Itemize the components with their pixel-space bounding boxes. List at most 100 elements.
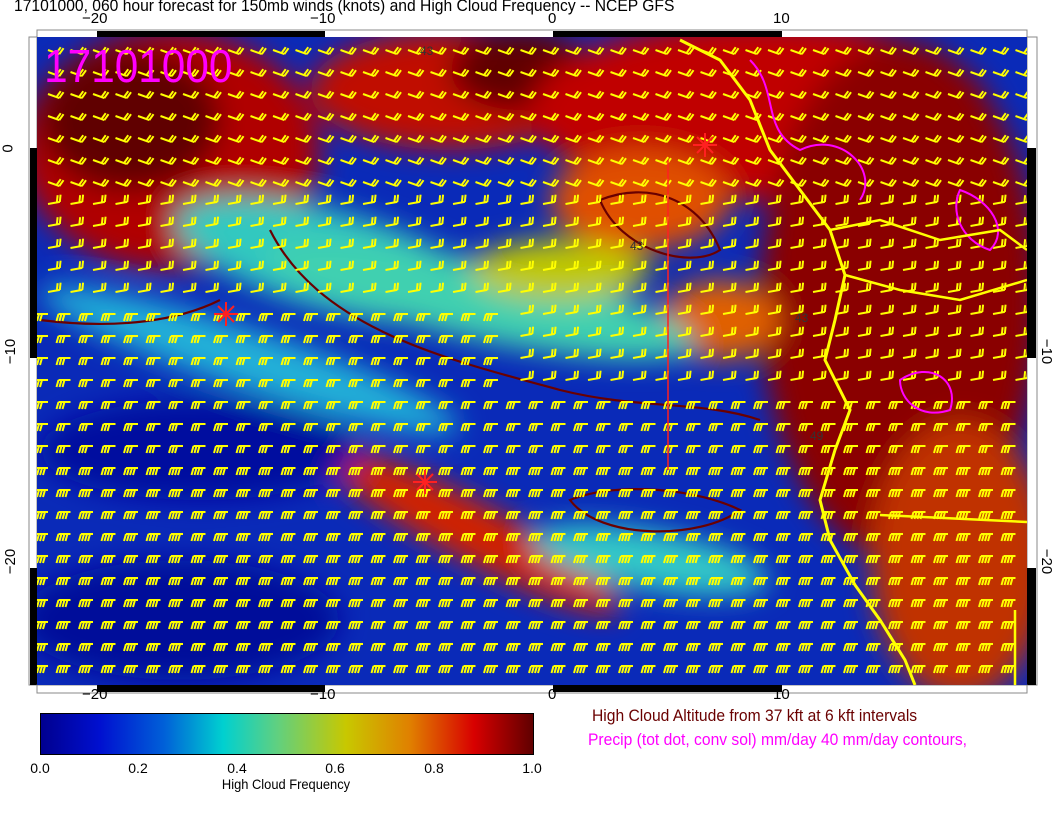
wind-barb [37, 643, 48, 652]
wind-barb [955, 423, 971, 432]
wind-barb [640, 577, 656, 586]
wind-barb [295, 68, 312, 78]
wind-barb [925, 68, 942, 78]
wind-barb [955, 445, 971, 454]
wind-barb [798, 489, 813, 498]
wind-barb [790, 68, 807, 78]
wind-barb [123, 621, 138, 630]
wind-barb [730, 621, 746, 630]
wind-barb [587, 238, 602, 249]
wind-barb [730, 555, 746, 564]
wind-barb [393, 577, 408, 586]
wind-barb [190, 401, 206, 410]
wind-barb [902, 134, 920, 144]
wind-barb [835, 134, 852, 144]
wind-barb [992, 370, 1007, 381]
wind-barb [880, 238, 895, 249]
wind-barb [280, 555, 296, 564]
wind-barb [235, 467, 251, 476]
wind-barb [753, 555, 768, 564]
wind-barb [92, 46, 110, 56]
wind-barb [235, 533, 251, 542]
wind-barb [325, 379, 341, 388]
wind-barb [182, 156, 200, 166]
wind-barb [978, 489, 993, 498]
wind-barb [55, 599, 71, 608]
wind-barb [452, 194, 467, 205]
wind-barb [160, 216, 175, 227]
wind-barb [587, 304, 602, 315]
wind-barb [92, 178, 110, 188]
wind-barb [610, 370, 625, 381]
wind-barb [438, 313, 453, 322]
wind-barb [78, 313, 93, 322]
wind-barb [100, 423, 116, 432]
wind-barb [798, 665, 813, 674]
wind-barb [587, 282, 602, 293]
wind-barb [475, 282, 490, 293]
wind-barb [303, 445, 318, 454]
wind-barb [767, 304, 782, 315]
wind-barb [235, 445, 251, 454]
wind-barb [393, 313, 408, 322]
wind-barb [452, 156, 470, 166]
wind-barb [168, 401, 183, 410]
wind-barb [497, 282, 512, 293]
wind-barb [790, 326, 805, 337]
wind-barb [1000, 643, 1016, 652]
wind-barb [880, 348, 895, 359]
wind-barb [880, 178, 897, 188]
wind-barb [520, 68, 537, 78]
wind-barb [205, 216, 220, 227]
wind-barb [820, 665, 836, 674]
wind-barb [182, 282, 197, 293]
wind-barb [753, 467, 768, 476]
wind-barb [835, 194, 850, 205]
wind-barb [677, 282, 692, 293]
wind-barb [100, 445, 116, 454]
wind-barb [767, 326, 782, 337]
wind-barb [438, 445, 453, 454]
wind-barb [663, 665, 678, 674]
wind-barb [573, 577, 588, 586]
wind-barb [685, 599, 701, 608]
wind-barb [348, 621, 363, 630]
wind-barb [415, 357, 431, 366]
wind-barb [100, 621, 116, 630]
wind-barb [745, 348, 760, 359]
wind-barb [798, 401, 813, 410]
wind-barb [843, 599, 858, 608]
wind-barb [1015, 304, 1027, 315]
wind-barb [78, 577, 93, 586]
wind-barb [393, 357, 408, 366]
wind-barb [303, 313, 318, 322]
wind-barb [520, 156, 537, 166]
wind-barb [272, 156, 290, 166]
wind-barb [213, 467, 228, 476]
wind-barb [677, 156, 695, 166]
wind-barb [460, 599, 476, 608]
wind-barb [865, 445, 881, 454]
wind-barb [722, 238, 737, 249]
wind-barb [505, 489, 521, 498]
wind-barb [888, 533, 903, 542]
wind-barb [137, 68, 155, 78]
wind-barb [475, 46, 492, 56]
wind-barb [970, 304, 985, 315]
wind-barb [303, 555, 318, 564]
wind-barb [565, 46, 582, 56]
wind-barb [235, 313, 251, 322]
wind-barb [483, 401, 498, 410]
wind-barb [655, 90, 672, 100]
wind-barb [857, 134, 875, 144]
wind-barb [415, 533, 431, 542]
wind-barb [700, 178, 717, 188]
wind-barb [145, 599, 161, 608]
wind-barb [550, 643, 566, 652]
wind-barb [213, 445, 228, 454]
wind-barb [843, 643, 858, 652]
wind-barb [348, 665, 363, 674]
wind-barb [618, 445, 633, 454]
wind-barb [843, 555, 858, 564]
wind-barb [812, 68, 830, 78]
